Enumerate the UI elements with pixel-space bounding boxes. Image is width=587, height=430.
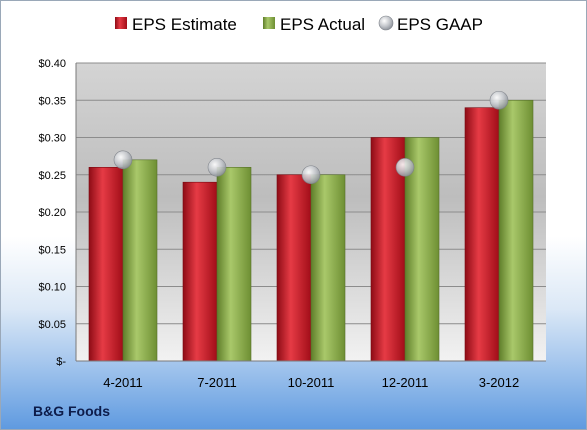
- y-tick-label: $0.40: [38, 58, 66, 70]
- y-tick-label: $-: [56, 356, 66, 368]
- y-tick-label: $0.25: [38, 170, 66, 182]
- legend-gaap-label: EPS GAAP: [397, 15, 483, 34]
- legend: EPS Estimate EPS Actual EPS GAAP: [115, 15, 483, 34]
- x-tick-label: 12-2011: [382, 375, 429, 390]
- company-name: B&G Foods: [33, 403, 110, 419]
- estimate-bar: [464, 107, 500, 362]
- gaap-marker: [207, 158, 227, 177]
- y-tick-label: $0.05: [38, 319, 66, 331]
- y-tick-label: $0.35: [38, 95, 66, 107]
- actual-bar: [122, 159, 158, 362]
- y-tick-label: $0.30: [38, 133, 66, 145]
- legend-actual-label: EPS Actual: [280, 15, 365, 34]
- actual-bar: [310, 174, 346, 362]
- x-tick-label: 4-2011: [103, 375, 143, 390]
- x-tick-label: 7-2011: [197, 375, 237, 390]
- gaap-marker: [489, 90, 509, 110]
- actual-bar: [404, 137, 440, 362]
- gaap-marker: [113, 150, 133, 170]
- y-tick-label: $0.20: [38, 207, 66, 219]
- gaap-marker: [301, 165, 321, 185]
- legend-gaap-swatch: [378, 15, 394, 31]
- y-tick-label: $0.10: [38, 282, 66, 294]
- x-tick-label: 3-2012: [479, 375, 519, 390]
- plot-area: $- $0.05 $0.10 $0.15 $0.20 $0.25 $0.30 $0.35 $0.…: [38, 58, 546, 390]
- estimate-bar: [276, 174, 312, 362]
- actual-bar: [216, 167, 252, 362]
- actual-bar: [498, 99, 534, 362]
- legend-estimate-swatch: [115, 17, 127, 29]
- estimate-bar: [370, 137, 406, 362]
- estimate-bar: [88, 167, 124, 362]
- estimate-bar: [182, 181, 218, 362]
- x-tick-label: 10-2011: [288, 375, 335, 390]
- legend-estimate-label: EPS Estimate: [132, 15, 237, 34]
- legend-actual-swatch: [263, 17, 275, 29]
- gaap-marker: [395, 158, 415, 177]
- y-tick-label: $0.15: [38, 244, 66, 256]
